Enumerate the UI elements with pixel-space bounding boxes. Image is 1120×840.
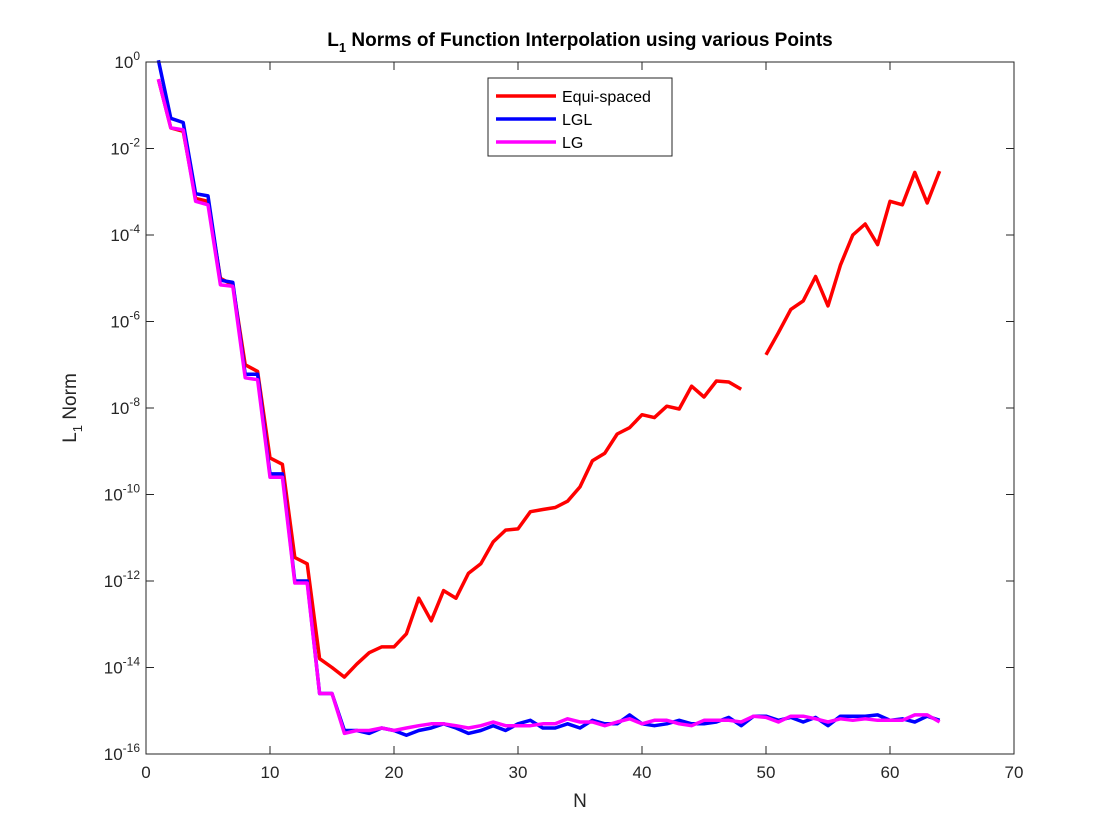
y-tick-label: 10-16 <box>104 741 141 764</box>
legend-label-lg: LG <box>562 135 583 152</box>
series-line-lg <box>156 78 941 736</box>
x-tick-label: 70 <box>1005 763 1024 782</box>
series-layer <box>156 59 942 738</box>
plot-area <box>146 62 1014 754</box>
x-tick-label: 60 <box>881 763 900 782</box>
x-tick-label: 10 <box>261 763 280 782</box>
x-axis-title: N <box>573 791 587 812</box>
x-tick-label: 20 <box>385 763 404 782</box>
y-axis-title: L1 Norm <box>60 373 85 443</box>
y-tick-label: 10-10 <box>104 482 141 505</box>
y-tick-label: 10-4 <box>110 222 140 245</box>
x-tick-label: 30 <box>509 763 528 782</box>
x-tick-label: 50 <box>757 763 776 782</box>
y-tick-label: 10-12 <box>104 568 141 591</box>
tick-layer: 0 10 20 30 40 50 60 70 10-16 10-14 10-12 10-10 10-8 1… <box>104 49 1024 782</box>
x-tick-label: 40 <box>633 763 652 782</box>
y-tick-label: 10-8 <box>110 395 140 418</box>
x-tick-label: 0 <box>141 763 150 782</box>
y-tick-label: 100 <box>114 49 140 72</box>
legend-label-lgl: LGL <box>562 112 592 129</box>
y-tick-label: 10-2 <box>110 136 140 159</box>
series-line-equi-spaced-segment-1 <box>156 78 743 679</box>
legend: Equi-spaced LGL LG <box>487 77 673 157</box>
chart-title: L1 Norms of Function Interpolation using… <box>327 30 832 55</box>
legend-label-equi-spaced: Equi-spaced <box>562 89 651 106</box>
series-line-equi-spaced-segment-2 <box>764 170 942 356</box>
y-tick-label: 10-14 <box>104 655 141 678</box>
y-tick-label: 10-6 <box>110 309 140 332</box>
